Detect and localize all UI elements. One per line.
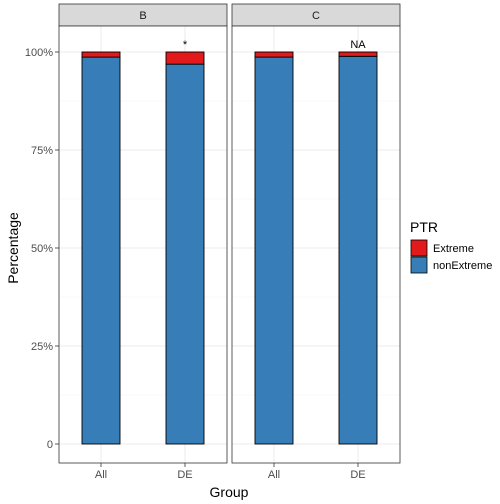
- panel-border: [58, 25, 228, 464]
- legend-label-extreme: Extreme: [433, 243, 474, 255]
- legend: PTR Extreme nonExtreme: [410, 219, 492, 274]
- bar-nonextreme-all: [254, 56, 294, 445]
- bar-nonextreme-de: [165, 63, 205, 445]
- x-tick-label: All: [95, 469, 107, 481]
- y-tick-label: 100%: [25, 47, 53, 59]
- facet-panel-c: C NA All DE: [231, 3, 401, 481]
- x-tick-label: All: [268, 469, 280, 481]
- bar-annotation: *: [183, 39, 188, 51]
- legend-items: Extreme nonExtreme: [410, 239, 492, 274]
- y-axis: 0 25% 50% 75% 100%: [25, 47, 59, 451]
- bar-annotation: NA: [350, 39, 366, 51]
- legend-key-nonextreme: [410, 256, 428, 274]
- facet-panels: B * All DE C NA All DE: [58, 3, 401, 481]
- legend-label-nonextreme: nonExtreme: [433, 260, 492, 272]
- bar-extreme-de: [338, 51, 378, 57]
- facet-panel-b: B * All DE: [58, 3, 228, 481]
- x-tick-label: DE: [177, 469, 192, 481]
- x-tick-label: DE: [350, 469, 365, 481]
- bar-extreme-all: [254, 51, 294, 58]
- y-tick-label: 50%: [31, 243, 53, 255]
- panel-border: [231, 25, 401, 464]
- y-tick-label: 75%: [31, 145, 53, 157]
- y-axis-title: Percentage: [5, 212, 21, 284]
- bar-extreme-all: [81, 51, 121, 58]
- facet-strip-label: B: [139, 10, 146, 22]
- y-tick-label: 25%: [31, 341, 53, 353]
- bar-nonextreme-all: [81, 56, 121, 445]
- bar-nonextreme-de: [338, 55, 378, 445]
- x-axis-title: Group: [210, 484, 249, 500]
- facet-strip-label: C: [312, 10, 320, 22]
- y-tick-label: 0: [47, 439, 53, 451]
- legend-key-extreme: [410, 239, 428, 257]
- legend-title: PTR: [410, 219, 438, 235]
- bar-extreme-de: [165, 51, 205, 65]
